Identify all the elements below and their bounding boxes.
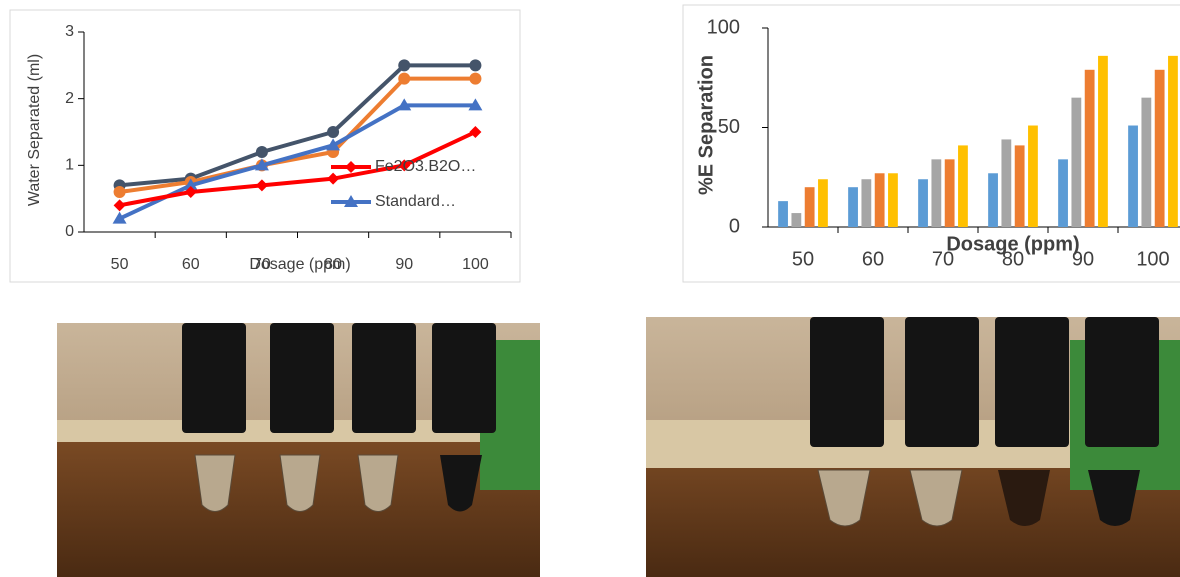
bar bbox=[791, 213, 801, 227]
bar bbox=[958, 145, 968, 227]
bar bbox=[1128, 126, 1138, 227]
point bbox=[469, 73, 481, 85]
figure: 01235060708090100Fe2O3.B2O…Standard…Dosa… bbox=[0, 0, 1180, 577]
bar bbox=[848, 187, 858, 227]
bar bbox=[918, 179, 928, 227]
y-tick-label: 0 bbox=[729, 215, 740, 237]
point bbox=[469, 59, 481, 71]
bar bbox=[818, 179, 828, 227]
bar bbox=[1098, 56, 1108, 227]
point bbox=[256, 146, 268, 158]
x-tick-label: 50 bbox=[792, 248, 814, 270]
x-tick-label: 90 bbox=[395, 256, 413, 273]
y-axis-title: Water Separated (ml) bbox=[26, 54, 43, 206]
point bbox=[114, 186, 126, 198]
x-tick-label: 100 bbox=[462, 256, 489, 273]
photo bbox=[646, 317, 1180, 577]
bar bbox=[805, 187, 815, 227]
bar bbox=[888, 173, 898, 227]
legend-label: Fe2O3.B2O… bbox=[375, 158, 476, 175]
bar bbox=[1015, 145, 1025, 227]
point bbox=[398, 73, 410, 85]
point bbox=[398, 59, 410, 71]
bar bbox=[778, 201, 788, 227]
bar bbox=[1085, 70, 1095, 227]
x-tick-label: 60 bbox=[862, 248, 884, 270]
bar bbox=[945, 159, 955, 227]
bar bbox=[875, 173, 885, 227]
bar bbox=[1001, 139, 1011, 227]
y-tick-label: 50 bbox=[718, 116, 740, 138]
bar bbox=[1155, 70, 1165, 227]
x-tick-label: 50 bbox=[111, 256, 129, 273]
bar bbox=[931, 159, 941, 227]
bar bbox=[861, 179, 871, 227]
bar bbox=[1071, 98, 1081, 227]
y-axis-title: %E Separation bbox=[695, 55, 717, 195]
point bbox=[327, 126, 339, 138]
bar bbox=[988, 173, 998, 227]
x-tick-label: 100 bbox=[1136, 248, 1169, 270]
y-tick-label: 0 bbox=[65, 223, 74, 240]
photo bbox=[57, 323, 540, 577]
bar bbox=[1168, 56, 1178, 227]
x-tick-label: 60 bbox=[182, 256, 200, 273]
x-axis-title: Dosage (ppm) bbox=[946, 233, 1079, 255]
y-tick-label: 100 bbox=[707, 16, 740, 38]
bar bbox=[1141, 98, 1151, 227]
legend-label: Standard… bbox=[375, 193, 456, 210]
x-axis-title: Dosage (ppm) bbox=[249, 256, 350, 273]
y-tick-label: 1 bbox=[65, 157, 74, 174]
y-tick-label: 3 bbox=[65, 23, 74, 40]
y-tick-label: 2 bbox=[65, 90, 74, 107]
bar bbox=[1028, 126, 1038, 227]
bar bbox=[1058, 159, 1068, 227]
